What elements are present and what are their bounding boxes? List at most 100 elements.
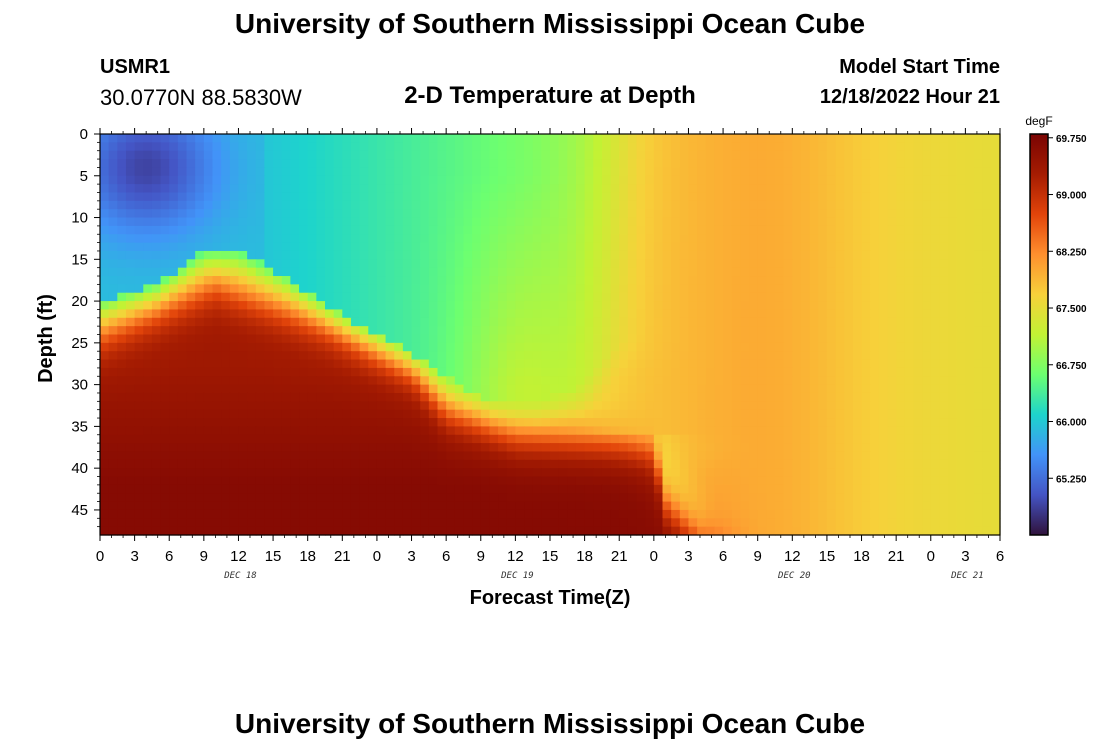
heatmap-cell (368, 167, 378, 177)
heatmap-cell (662, 459, 672, 469)
heatmap-cell (775, 359, 785, 369)
heatmap-cell (541, 342, 551, 352)
heatmap-cell (749, 225, 759, 235)
heatmap-cell (255, 509, 266, 519)
heatmap-cell (376, 518, 387, 528)
heatmap-cell (350, 134, 361, 143)
heatmap-cell (913, 351, 923, 361)
heatmap-cell (991, 367, 1001, 377)
heatmap-cell (896, 376, 906, 386)
heatmap-cell (108, 217, 118, 227)
heatmap-cell (662, 493, 672, 503)
heatmap-cell (151, 392, 162, 402)
heatmap-cell (749, 484, 759, 494)
heatmap-cell (567, 326, 577, 336)
heatmap-cell (835, 459, 845, 469)
heatmap-cell (896, 501, 906, 511)
heatmap-cell (904, 150, 915, 160)
heatmap-cell (489, 384, 499, 394)
heatmap-cell (783, 392, 793, 402)
heatmap-cell (913, 409, 923, 419)
heatmap-cell (541, 200, 551, 210)
heatmap-cell (463, 384, 473, 394)
heatmap-cell (428, 434, 439, 444)
heatmap-cell (247, 384, 257, 394)
heatmap-cell (376, 326, 387, 336)
heatmap-cell (428, 493, 439, 503)
heatmap-cell (558, 392, 568, 402)
heatmap-cell (273, 242, 283, 252)
heatmap-cell (697, 159, 707, 169)
heatmap-cell (299, 434, 309, 444)
heatmap-cell (887, 142, 897, 152)
heatmap-cell (420, 526, 430, 536)
heatmap-cell (575, 292, 586, 302)
heatmap-cell (472, 134, 482, 143)
heatmap-cell (688, 309, 698, 319)
heatmap-cell (238, 451, 248, 461)
heatmap-cell (818, 309, 828, 319)
heatmap-cell (835, 284, 845, 294)
heatmap-cell (420, 225, 430, 235)
heatmap-cell (186, 367, 196, 377)
heatmap-cell (350, 468, 361, 478)
heatmap-cell (125, 418, 136, 427)
heatmap-cell (333, 509, 343, 519)
heatmap-cell (705, 317, 716, 327)
heatmap-cell (498, 476, 508, 486)
heatmap-cell (783, 459, 793, 469)
heatmap-cell (584, 401, 594, 411)
heatmap-cell (714, 342, 724, 352)
heatmap-cell (800, 509, 811, 519)
heatmap-cell (411, 134, 421, 143)
heatmap-cell (480, 342, 491, 352)
heatmap-cell (532, 234, 542, 244)
heatmap-cell (151, 426, 162, 436)
heatmap-cell (948, 225, 958, 235)
heatmap-cell (679, 200, 690, 210)
heatmap-cell (844, 159, 854, 169)
heatmap-cell (437, 501, 447, 511)
heatmap-cell (420, 509, 430, 519)
heatmap-cell (688, 392, 698, 402)
heatmap-cell (662, 443, 672, 453)
heatmap-cell (151, 476, 162, 486)
heatmap-cell (247, 434, 257, 444)
heatmap-cell (662, 175, 672, 185)
heatmap-cell (134, 526, 144, 536)
heatmap-cell (861, 284, 871, 294)
heatmap-cell (601, 192, 612, 202)
heatmap-cell (515, 309, 525, 319)
heatmap-cell (610, 134, 620, 143)
heatmap-cell (299, 468, 309, 478)
heatmap-cell (151, 134, 162, 143)
heatmap-cell (705, 301, 716, 311)
heatmap-cell (645, 367, 655, 377)
heatmap-cell (593, 142, 603, 152)
heatmap-cell (645, 384, 655, 394)
heatmap-cell (281, 192, 291, 202)
heatmap-cell (939, 134, 949, 143)
heatmap-cell (844, 509, 854, 519)
heatmap-cell (705, 184, 716, 194)
heatmap-cell (619, 184, 629, 194)
heatmap-cell (610, 509, 620, 519)
heatmap-cell (359, 526, 369, 536)
heatmap-cell (904, 200, 915, 210)
heatmap-cell (480, 426, 491, 436)
heatmap-cell (948, 242, 958, 252)
heatmap-cell (273, 217, 283, 227)
heatmap-cell (826, 284, 837, 294)
heatmap-cell (783, 509, 793, 519)
heatmap-cell (584, 242, 594, 252)
heatmap-cell (428, 484, 439, 494)
heatmap-cell (151, 209, 162, 219)
heatmap-cell (974, 192, 984, 202)
heatmap-cell (532, 351, 542, 361)
heatmap-cell (705, 167, 716, 177)
heatmap-cell (705, 200, 716, 210)
heatmap-cell (376, 301, 387, 311)
heatmap-cell (792, 468, 802, 478)
heatmap-cell (247, 501, 257, 511)
heatmap-cell (117, 276, 127, 285)
